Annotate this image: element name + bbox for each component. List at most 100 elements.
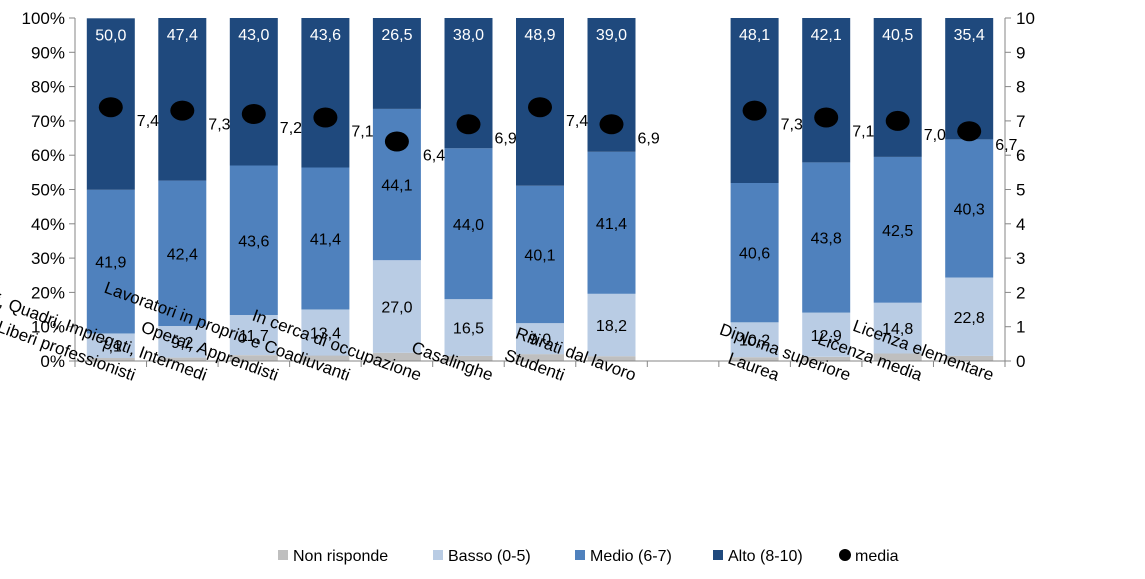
data-label-medio-6-7-1: 42,4 <box>167 246 198 263</box>
media-label-0: 7,4 <box>137 113 159 130</box>
data-label-alto-8-10-1: 47,4 <box>167 27 198 44</box>
y-right-tick-label-9: 9 <box>1016 43 1025 62</box>
bar-non-risponde-11 <box>873 353 922 361</box>
y-left-tick-label-9: 90% <box>31 43 65 62</box>
bar-medio-6-7-10 <box>802 162 851 313</box>
y-left-tick-label-7: 70% <box>31 112 65 131</box>
bar-non-risponde-4 <box>372 352 421 361</box>
y-left-tick-label-10: 100% <box>22 9 65 28</box>
legend-swatch-basso-0-5 <box>433 550 443 560</box>
data-label-basso-0-5-3: 13,4 <box>310 326 341 343</box>
media-marker-2 <box>241 104 266 124</box>
bar-alto-8-10-1 <box>158 18 207 181</box>
media-marker-7 <box>599 114 624 135</box>
bar-medio-6-7-7 <box>587 151 636 294</box>
media-label-7: 6,9 <box>638 130 660 147</box>
data-label-medio-6-7-10: 43,8 <box>811 231 842 248</box>
y-left-tick-label-1: 10% <box>31 318 65 337</box>
media-marker-0 <box>98 97 123 118</box>
bar-basso-0-5-5 <box>444 299 493 356</box>
data-label-alto-8-10-5: 38,0 <box>453 27 484 44</box>
media-label-3: 7,1 <box>351 124 373 141</box>
bar-non-risponde-2 <box>229 355 278 361</box>
y-left-tick-label-3: 30% <box>31 249 65 268</box>
y-right-tick-label-2: 2 <box>1016 283 1025 302</box>
media-marker-11 <box>885 110 910 131</box>
y-left-tick-label-6: 60% <box>31 146 65 165</box>
data-label-alto-8-10-2: 43,0 <box>238 27 269 44</box>
data-label-medio-6-7-0: 41,9 <box>95 255 126 272</box>
data-label-basso-0-5-0: 7,1 <box>100 339 122 356</box>
media-label-11: 7,0 <box>924 127 946 144</box>
bars-layer: 7,1 41,9 50,0 9,2 42,4 47,4 11,7 43,6 43,0 13,4 41… <box>86 18 994 361</box>
bar-non-risponde-9 <box>730 357 779 361</box>
bar-alto-8-10-2 <box>229 18 278 166</box>
bar-medio-6-7-5 <box>444 148 493 300</box>
bar-basso-0-5-7 <box>587 293 636 357</box>
media-label-12: 6,7 <box>995 137 1017 154</box>
bar-non-risponde-6 <box>516 354 564 361</box>
y-right-tick-label-1: 1 <box>1016 318 1025 337</box>
data-label-basso-0-5-6: 9,0 <box>529 332 551 349</box>
media-marker-3 <box>313 107 338 128</box>
media-marker-10 <box>814 107 839 128</box>
bar-basso-0-5-4 <box>372 260 421 353</box>
data-label-alto-8-10-6: 48,9 <box>524 27 555 44</box>
data-label-alto-8-10-9: 48,1 <box>739 27 770 44</box>
bar-alto-8-10-4 <box>372 18 421 109</box>
data-label-basso-0-5-9: 10,2 <box>739 333 770 350</box>
media-label-4: 6,4 <box>423 148 445 165</box>
data-label-basso-0-5-2: 11,7 <box>239 328 269 345</box>
y-right-tick-label-10: 10 <box>1016 9 1035 28</box>
legend-swatch-media <box>839 549 851 561</box>
legend-swatch-medio-6-7 <box>575 550 585 560</box>
legend-label-alto-8-10: Alto (8-10) <box>728 548 803 565</box>
bar-non-risponde-5 <box>444 355 493 361</box>
y-right-tick-label-7: 7 <box>1016 112 1025 131</box>
data-label-alto-8-10-0: 50,0 <box>95 27 126 44</box>
data-label-alto-8-10-7: 39,0 <box>596 27 627 44</box>
bar-alto-8-10-3 <box>301 18 350 168</box>
bar-non-risponde-7 <box>587 356 636 361</box>
data-label-medio-6-7-11: 42,5 <box>882 223 913 240</box>
bar-alto-8-10-11 <box>873 18 922 157</box>
bar-medio-6-7-11 <box>873 156 922 303</box>
bar-non-risponde-3 <box>301 355 350 361</box>
media-label-1: 7,3 <box>208 117 230 134</box>
y-left-tick-label-8: 80% <box>31 78 65 97</box>
legend-label-medio-6-7: Medio (6-7) <box>590 548 672 565</box>
media-marker-1 <box>170 100 195 121</box>
data-label-basso-0-5-7: 18,2 <box>596 318 627 335</box>
data-label-medio-6-7-5: 44,0 <box>453 217 484 234</box>
data-label-basso-0-5-1: 9,2 <box>171 335 193 352</box>
y-left-tick-label-5: 50% <box>31 181 65 200</box>
bar-basso-0-5-11 <box>873 302 922 354</box>
data-label-basso-0-5-10: 12,9 <box>811 328 842 345</box>
data-label-medio-6-7-12: 40,3 <box>954 202 985 219</box>
bar-basso-0-5-2 <box>229 315 278 356</box>
media-marker-4 <box>384 131 409 152</box>
legend-label-non-risponde: Non risponde <box>293 548 388 565</box>
data-label-basso-0-5-4: 27,0 <box>381 300 412 317</box>
media-marker-6 <box>528 97 552 118</box>
bar-medio-6-7-3 <box>301 167 350 310</box>
bar-basso-0-5-6 <box>516 323 564 355</box>
data-label-medio-6-7-4: 44,1 <box>381 178 412 195</box>
media-marker-12 <box>957 121 982 142</box>
bar-alto-8-10-9 <box>730 18 779 183</box>
bar-non-risponde-12 <box>945 355 994 361</box>
bar-medio-6-7-9 <box>730 183 779 323</box>
media-marker-5 <box>456 114 481 135</box>
legend-label-media: media <box>855 548 899 565</box>
bar-basso-0-5-9 <box>730 322 779 358</box>
data-label-medio-6-7-2: 43,6 <box>238 233 269 250</box>
data-label-alto-8-10-4: 26,5 <box>381 27 412 44</box>
data-label-alto-8-10-10: 42,1 <box>811 27 842 44</box>
data-label-medio-6-7-9: 40,6 <box>739 246 770 263</box>
y-right-tick-label-3: 3 <box>1016 249 1025 268</box>
legend: Non risponde Basso (0-5) Medio (6-7) Alto (… <box>278 548 899 565</box>
media-label-9: 7,3 <box>781 117 803 134</box>
legend-swatch-alto-8-10 <box>713 550 723 560</box>
